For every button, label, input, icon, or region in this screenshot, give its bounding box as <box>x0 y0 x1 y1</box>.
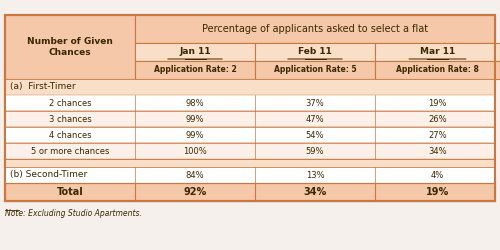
Bar <box>255 43 375 61</box>
Text: 59%: 59% <box>306 146 324 156</box>
Text: 4 chances: 4 chances <box>48 130 92 140</box>
Bar <box>5 15 495 201</box>
Bar <box>5 95 495 111</box>
Text: 99%: 99% <box>186 114 204 124</box>
Text: 47%: 47% <box>306 114 324 124</box>
Bar <box>5 159 495 167</box>
Bar <box>5 167 495 183</box>
Text: Application Rate: 8: Application Rate: 8 <box>396 66 479 74</box>
Text: 98%: 98% <box>186 98 204 108</box>
Bar <box>375 61 500 79</box>
Text: Number of Given
Chances: Number of Given Chances <box>27 37 113 57</box>
Bar <box>5 127 495 143</box>
Bar <box>135 15 495 43</box>
Text: 100%: 100% <box>183 146 207 156</box>
Text: 37%: 37% <box>306 98 324 108</box>
Text: Feb 11: Feb 11 <box>298 48 332 56</box>
Text: 99%: 99% <box>186 130 204 140</box>
Text: Application Rate: 5: Application Rate: 5 <box>274 66 356 74</box>
Bar <box>375 43 500 61</box>
Bar <box>135 61 255 79</box>
Bar <box>5 183 495 201</box>
Bar <box>5 143 495 159</box>
Text: Note: Excluding Studio Apartments.: Note: Excluding Studio Apartments. <box>5 209 142 218</box>
Bar <box>5 79 495 95</box>
Bar <box>255 61 375 79</box>
Text: 84%: 84% <box>186 170 204 179</box>
Text: 4%: 4% <box>431 170 444 179</box>
Text: Percentage of applicants asked to select a flat: Percentage of applicants asked to select… <box>202 24 428 34</box>
Bar <box>5 111 495 127</box>
Text: 3 chances: 3 chances <box>48 114 92 124</box>
Text: Jan 11: Jan 11 <box>179 48 211 56</box>
Text: 5 or more chances: 5 or more chances <box>31 146 109 156</box>
Text: 26%: 26% <box>428 114 447 124</box>
Bar <box>5 15 495 201</box>
Text: Total: Total <box>56 187 84 197</box>
Text: 2 chances: 2 chances <box>48 98 92 108</box>
Bar <box>5 15 135 79</box>
Text: 13%: 13% <box>306 170 324 179</box>
Text: 34%: 34% <box>428 146 447 156</box>
Text: 27%: 27% <box>428 130 447 140</box>
Text: Application Rate: 2: Application Rate: 2 <box>154 66 236 74</box>
Text: (b) Second-Timer: (b) Second-Timer <box>10 170 88 179</box>
Text: 92%: 92% <box>184 187 206 197</box>
Text: (a)  First-Timer: (a) First-Timer <box>10 82 76 92</box>
Bar <box>135 43 255 61</box>
Text: Mar 11: Mar 11 <box>420 48 455 56</box>
Text: 19%: 19% <box>426 187 449 197</box>
Text: 19%: 19% <box>428 98 447 108</box>
Text: 34%: 34% <box>304 187 326 197</box>
Text: 54%: 54% <box>306 130 324 140</box>
